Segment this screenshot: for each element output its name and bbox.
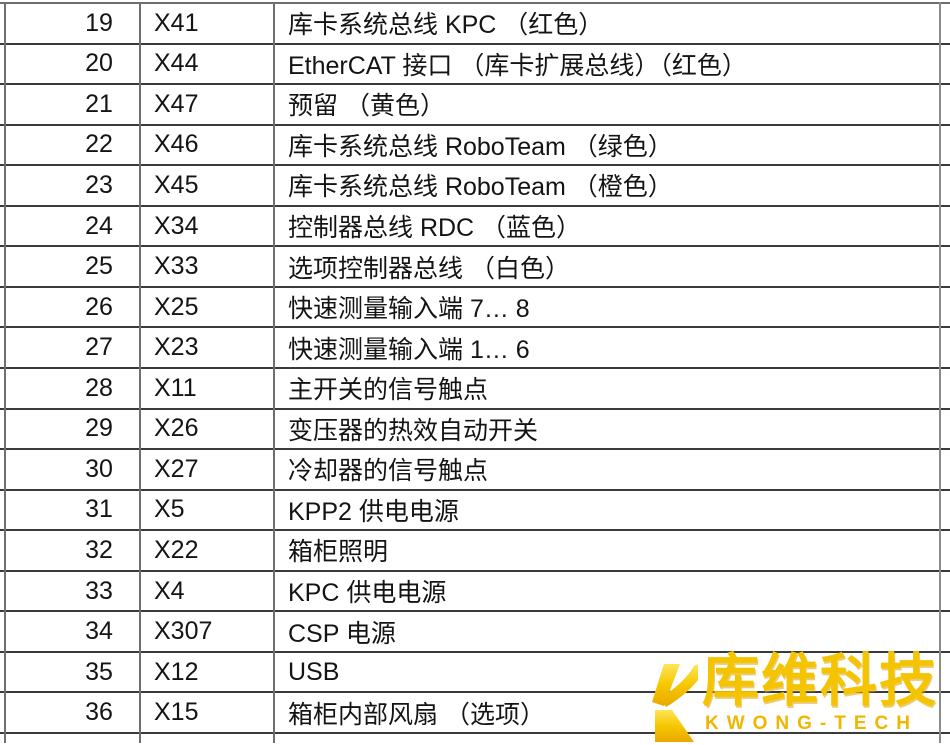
description-cell: KPC 供电电源 [288,579,447,608]
connector-code-cell: X46 [154,130,199,159]
row-index-cell: 20 [85,49,113,78]
connector-code-cell: X27 [154,454,199,483]
table-row: 23 X45 库卡系统总线 RoboTeam （橙色） [0,166,950,207]
description-cell: KPP2 供电电源 [288,497,459,526]
row-index-cell: 35 [85,657,113,686]
description-cell: 快速测量输入端 7… 8 [288,295,530,324]
description-cell: 控制器总线 RDC （蓝色） [288,214,582,243]
connector-code-cell: X4 [154,576,185,605]
kwong-tech-watermark: 库维科技 KWONG-TECH [650,651,950,745]
connector-code-cell: X5 [154,495,185,524]
row-index-cell: 24 [85,211,113,240]
row-index-cell: 32 [85,535,113,564]
table-row: 33 X4 KPC 供电电源 [0,572,950,613]
description-cell: 库卡系统总线 RoboTeam （绿色） [288,132,673,161]
table-vertical-rule-col2 [273,2,275,743]
row-index-cell: 34 [85,617,113,646]
row-index-cell: 30 [85,454,113,483]
connector-code-cell: X26 [154,414,199,443]
description-cell: 选项控制器总线 （白色） [288,254,570,283]
table-row: 19 X41 库卡系统总线 KPC （红色） [0,4,950,45]
description-cell: 冷却器的信号触点 [288,457,489,486]
description-cell: 主开关的信号触点 [288,376,489,405]
connector-code-cell: X307 [154,617,213,646]
row-index-cell: 27 [85,333,113,362]
table-row: 36 X15 箱柜内部风扇 （选项） [0,693,950,734]
description-cell: 箱柜内部风扇 （选项） [288,700,545,729]
table-row: 26 X25 快速测量输入端 7… 8 [0,288,950,329]
connector-code-cell: X33 [154,252,199,281]
table-vertical-rule-col1 [139,2,141,743]
connector-code-cell: X15 [154,698,199,727]
connector-code-cell: X25 [154,292,199,321]
kwong-tech-k-icon [652,664,698,742]
description-cell: 快速测量输入端 1… 6 [288,335,530,364]
connector-code-cell: X23 [154,333,199,362]
description-cell: 预留 （黄色） [288,92,445,121]
table-vertical-rule-left [4,2,6,743]
table-row: 21 X47 预留 （黄色） [0,85,950,126]
table-row: 27 X23 快速测量输入端 1… 6 [0,328,950,369]
row-index-cell: 36 [85,698,113,727]
row-index-cell: 33 [85,576,113,605]
connector-code-cell: X41 [154,8,199,37]
table-row: 20 X44 EtherCAT 接口 （库卡扩展总线）（红色） [0,45,950,86]
connector-code-cell: X11 [154,373,197,402]
table-row: 35 X12 USB [0,653,950,694]
row-index-cell: 25 [85,252,113,281]
table-row: 32 X22 箱柜照明 [0,531,950,572]
connector-code-cell: X12 [154,657,199,686]
brand-name-english: KWONG-TECH [705,713,918,734]
description-cell: EtherCAT 接口 （库卡扩展总线）（红色） [288,51,747,80]
description-cell: CSP 电源 [288,619,396,648]
connector-code-cell: X22 [154,535,199,564]
row-index-cell: 26 [85,292,113,321]
table-row: 31 X5 KPP2 供电电源 [0,491,950,532]
description-cell: 库卡系统总线 RoboTeam （橙色） [288,173,673,202]
brand-name-chinese: 库维科技 [702,649,938,713]
table-row: 29 X26 变压器的热效自动开关 [0,410,950,451]
description-cell: 变压器的热效自动开关 [288,416,539,445]
connector-code-cell: X45 [154,170,199,199]
table-row: 34 X307 CSP 电源 [0,612,950,653]
description-cell: USB [288,657,340,686]
description-cell: 箱柜照明 [288,538,389,567]
row-index-cell: 29 [85,414,113,443]
connector-code-cell: X34 [154,211,199,240]
table-row: 25 X33 选项控制器总线 （白色） [0,247,950,288]
row-index-cell: 23 [85,170,113,199]
row-index-cell: 19 [85,8,113,37]
table-row: 28 X11 主开关的信号触点 [0,369,950,410]
connector-code-cell: X44 [154,49,199,78]
description-cell: 库卡系统总线 KPC （红色） [288,11,604,40]
row-index-cell: 31 [85,495,113,524]
row-index-cell: 21 [85,89,113,118]
connector-code-cell: X47 [154,89,199,118]
table-row: 30 X27 冷却器的信号触点 [0,450,950,491]
table-vertical-rule-right [939,2,941,743]
table-row: 24 X34 控制器总线 RDC （蓝色） [0,207,950,248]
row-index-cell: 28 [85,373,113,402]
row-index-cell: 22 [85,130,113,159]
table-row: 22 X46 库卡系统总线 RoboTeam （绿色） [0,126,950,167]
